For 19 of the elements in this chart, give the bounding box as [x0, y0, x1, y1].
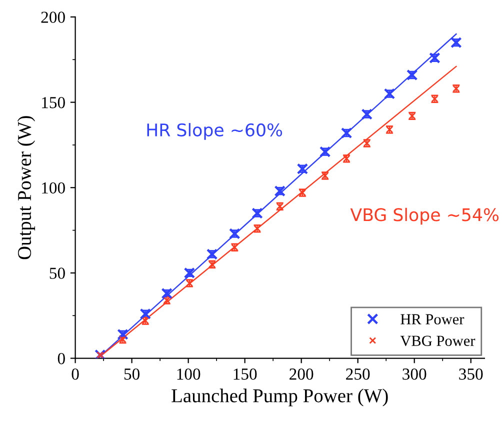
y-tick-label: 50 — [50, 268, 65, 279]
annotation: HR Slope ~60% — [147, 123, 282, 140]
legend-label: HR Power — [400, 314, 464, 324]
annotation: VBG Slope ~54% — [350, 208, 499, 225]
y-tick-label: 150 — [42, 96, 65, 108]
x-axis-title: Launched Pump Power (W) — [172, 388, 388, 406]
x-tick-label: 150 — [234, 368, 257, 380]
x-tick-label: 100 — [177, 368, 200, 380]
y-axis-title: Output Power (W) — [17, 116, 36, 260]
x-tick-label: 0 — [72, 368, 79, 380]
x-tick-label: 350 — [459, 368, 483, 380]
x-tick-label: 250 — [346, 368, 370, 380]
x-tick-label: 300 — [402, 368, 426, 380]
x-tick-label: 200 — [290, 368, 314, 380]
y-tick-label: 100 — [42, 182, 65, 194]
x-tick-label: 50 — [124, 368, 140, 380]
y-tick-label: 0 — [58, 352, 65, 364]
y-tick-label: 200 — [41, 12, 65, 23]
legend-label: VBG Power — [400, 336, 476, 346]
